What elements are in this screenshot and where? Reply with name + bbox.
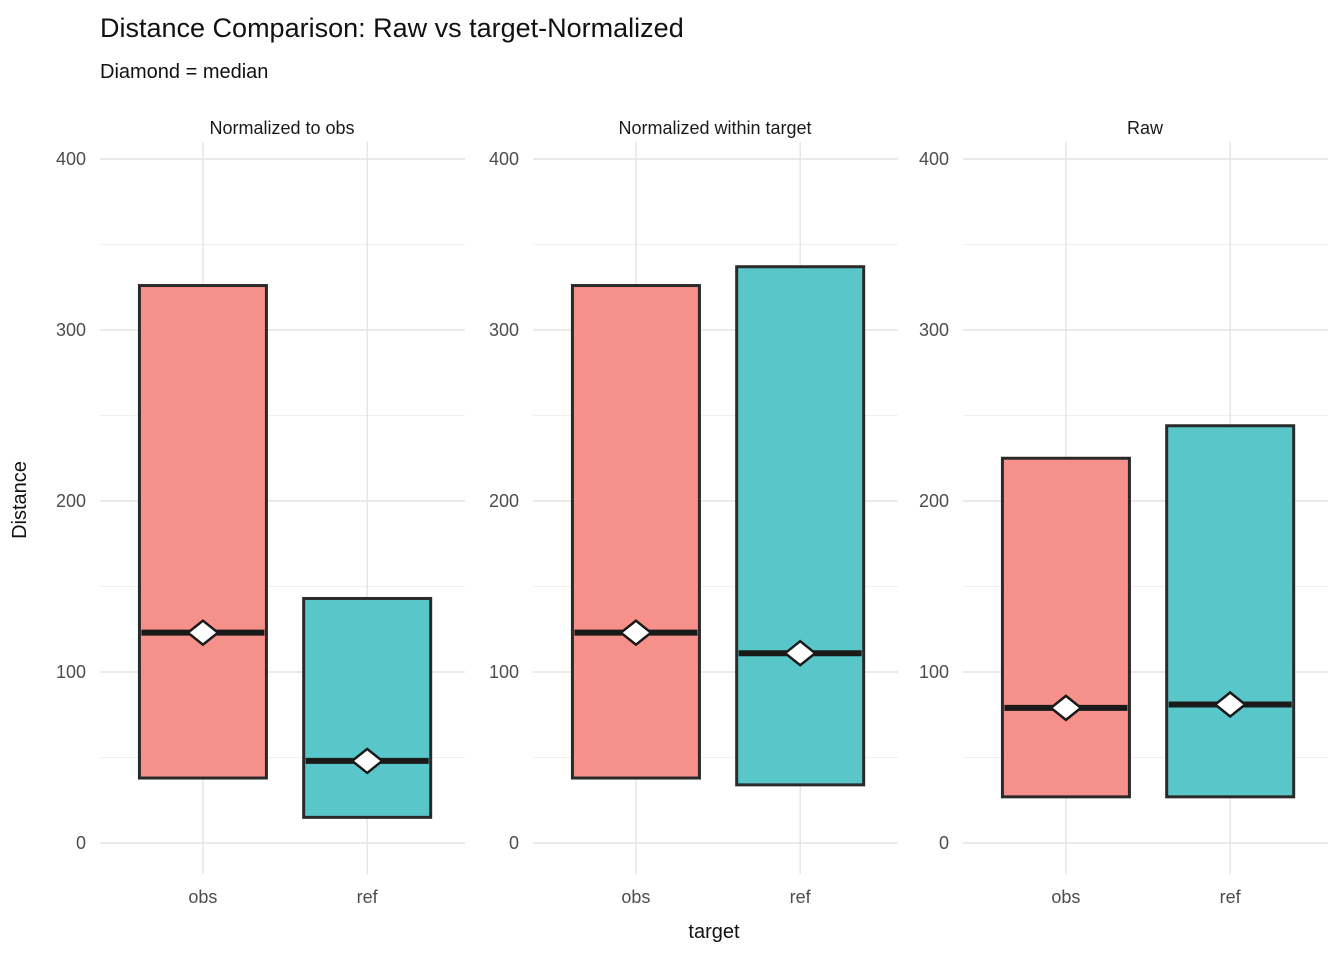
y-tick-label: 300 bbox=[919, 320, 949, 340]
x-tick-label: obs bbox=[621, 887, 650, 907]
chart-title: Distance Comparison: Raw vs target-Norma… bbox=[100, 13, 684, 43]
x-axis-title: target bbox=[688, 921, 740, 943]
range-bar-obs bbox=[137, 284, 268, 780]
y-tick-label: 300 bbox=[489, 320, 519, 340]
x-tick-label: ref bbox=[1220, 887, 1242, 907]
x-tick-label: ref bbox=[357, 887, 379, 907]
y-tick-label: 200 bbox=[56, 491, 86, 511]
chart-subtitle: Diamond = median bbox=[100, 61, 268, 83]
y-axis-title: Distance bbox=[9, 461, 31, 539]
range-bar-ref bbox=[735, 265, 866, 787]
y-tick-label: 100 bbox=[919, 662, 949, 682]
median-diamond-obs bbox=[185, 619, 220, 647]
range-bar-obs bbox=[570, 284, 701, 780]
y-tick-label: 200 bbox=[489, 491, 519, 511]
range-bar-ref bbox=[1165, 424, 1296, 799]
facet-strip-normalized-within-target: Normalized within target bbox=[618, 118, 811, 138]
facet-strip-raw: Raw bbox=[1127, 118, 1164, 138]
x-tick-label: obs bbox=[1051, 887, 1080, 907]
range-bar-ref bbox=[302, 596, 433, 819]
y-tick-label: 400 bbox=[919, 149, 949, 169]
y-tick-label: 0 bbox=[939, 833, 949, 853]
median-diamond-obs bbox=[1048, 694, 1083, 722]
y-tick-label: 400 bbox=[56, 149, 86, 169]
y-tick-label: 0 bbox=[509, 833, 519, 853]
x-tick-label: ref bbox=[790, 887, 812, 907]
median-diamond-ref bbox=[350, 747, 385, 775]
y-tick-label: 300 bbox=[56, 320, 86, 340]
y-tick-label: 100 bbox=[56, 662, 86, 682]
x-tick-label: obs bbox=[188, 887, 217, 907]
median-diamond-ref bbox=[783, 639, 818, 667]
y-tick-label: 100 bbox=[489, 662, 519, 682]
facet-strip-normalized-to-obs: Normalized to obs bbox=[209, 118, 354, 138]
y-tick-label: 200 bbox=[919, 491, 949, 511]
facet-panels: 0 100 200 300 400 obs ref 0 100 200 300 400 obs ref 0 1… bbox=[56, 142, 1328, 907]
median-diamond-ref bbox=[1213, 690, 1248, 719]
y-tick-label: 0 bbox=[76, 833, 86, 853]
median-diamond-obs bbox=[618, 619, 653, 647]
range-bar-obs bbox=[1000, 456, 1131, 799]
y-tick-label: 400 bbox=[489, 149, 519, 169]
